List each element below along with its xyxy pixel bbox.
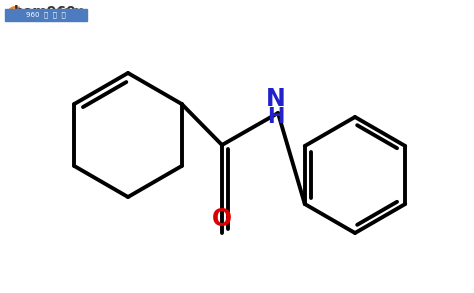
Text: H: H (267, 107, 285, 127)
Bar (5, 9, 87, 21)
Text: 960  化  工  网: 960 化 工 网 (26, 12, 66, 18)
Text: O: O (212, 207, 232, 231)
Text: C: C (5, 5, 19, 24)
Text: .com: .com (52, 5, 86, 19)
Text: hem960: hem960 (14, 5, 77, 19)
Text: N: N (266, 87, 286, 111)
